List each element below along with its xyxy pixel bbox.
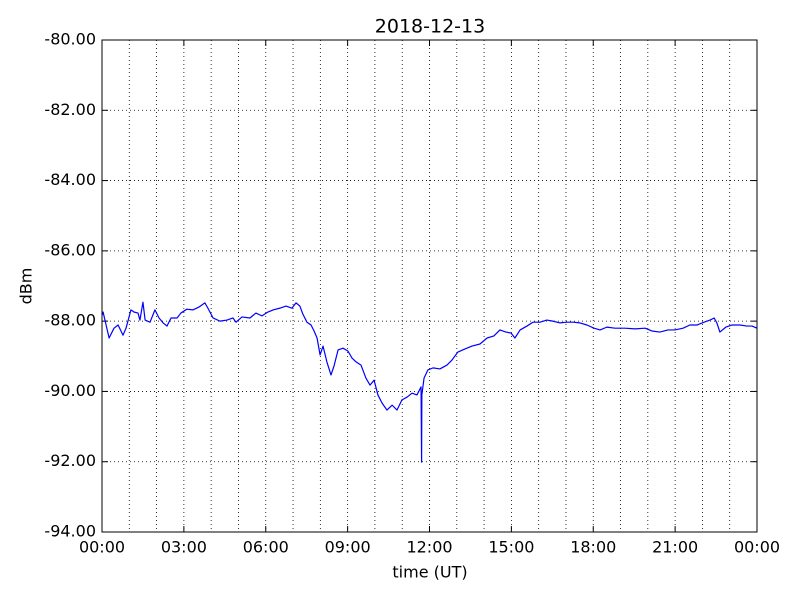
chart-title: 2018-12-13: [375, 16, 485, 38]
x-tick-label: 00:00: [79, 538, 125, 557]
y-tick-label: -80.00: [44, 30, 96, 49]
y-tick-label: -86.00: [44, 240, 96, 259]
y-tick-label: -92.00: [44, 451, 96, 470]
y-tick-label: -82.00: [44, 100, 96, 119]
plot-frame: [101, 39, 758, 533]
x-tick-label: 21:00: [652, 538, 698, 557]
y-axis-label: dBm: [17, 268, 36, 305]
y-tick-label: -88.00: [44, 311, 96, 330]
data-line: [101, 301, 758, 463]
x-tick-label: 12:00: [406, 538, 452, 557]
y-tick-label: -90.00: [44, 381, 96, 400]
x-tick-label: 06:00: [243, 538, 289, 557]
x-tick-label: 15:00: [488, 538, 534, 557]
x-axis-label: time (UT): [392, 563, 467, 582]
y-tick-label: -84.00: [44, 170, 96, 189]
x-tick-label: 18:00: [570, 538, 616, 557]
x-tick-label: 03:00: [161, 538, 207, 557]
x-tick-label: 09:00: [325, 538, 371, 557]
x-tick-label: 00:00: [734, 538, 780, 557]
y-tick-label: -94.00: [44, 522, 96, 541]
